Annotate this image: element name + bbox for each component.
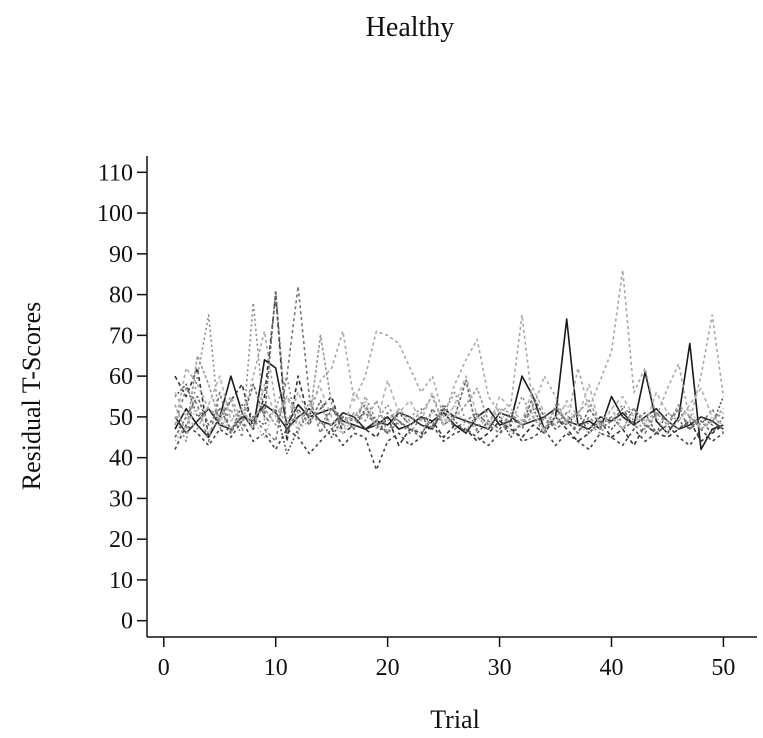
y-tick-label: 90 bbox=[109, 242, 133, 268]
y-tick-label: 110 bbox=[98, 160, 133, 186]
series-line-8 bbox=[174, 301, 724, 443]
y-tick-label: 10 bbox=[109, 568, 133, 594]
y-tick-label: 100 bbox=[97, 201, 133, 227]
series-line-7 bbox=[174, 285, 725, 443]
y-tick-label: 70 bbox=[109, 323, 133, 349]
series-line-9 bbox=[174, 334, 724, 435]
x-tick-label: 10 bbox=[264, 655, 288, 681]
x-axis-ticks: 0 10 20 30 40 50 bbox=[158, 637, 735, 681]
chart-title: Healthy bbox=[366, 12, 455, 43]
series-group bbox=[174, 269, 725, 471]
y-tick-label: 40 bbox=[109, 446, 133, 472]
y-tick-label: 30 bbox=[109, 486, 133, 512]
y-axis-title: Residual T-Scores bbox=[17, 302, 46, 491]
x-tick-label: 20 bbox=[376, 655, 400, 681]
y-tick-label: 60 bbox=[109, 364, 133, 390]
series-line-12 bbox=[174, 399, 724, 442]
y-axis-ticks: 0 10 20 30 40 50 60 70 80 90 100 110 bbox=[97, 160, 147, 635]
series-line-3 bbox=[174, 293, 724, 447]
x-tick-label: 40 bbox=[599, 655, 623, 681]
y-tick-label: 0 bbox=[121, 609, 133, 635]
x-tick-label: 50 bbox=[711, 655, 735, 681]
x-tick-label: 30 bbox=[488, 655, 512, 681]
y-tick-label: 80 bbox=[109, 283, 133, 309]
y-tick-label: 50 bbox=[109, 405, 133, 431]
x-tick-label: 0 bbox=[158, 655, 170, 681]
series-line-11 bbox=[174, 375, 724, 435]
series-line-4 bbox=[174, 420, 724, 471]
x-axis-title: Trial bbox=[430, 705, 480, 734]
y-tick-label: 20 bbox=[109, 527, 133, 553]
